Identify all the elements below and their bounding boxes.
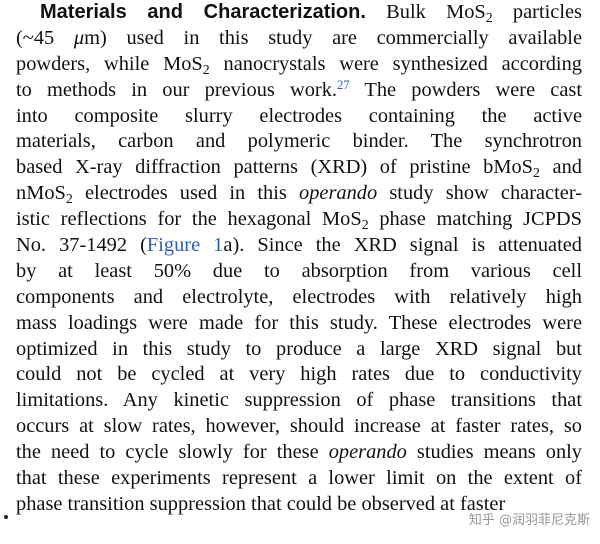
text-line: nMoS2 electrodes used in this operando s… bbox=[16, 182, 582, 208]
text-line: by at least 50% due to absorption from v… bbox=[16, 259, 582, 282]
figure-link[interactable]: Figure 1 bbox=[146, 234, 224, 257]
text-line: powders, while MoS2 nanocrystals were sy… bbox=[16, 52, 582, 78]
text-line: based X-ray diffraction patterns (XRD) o… bbox=[16, 156, 582, 182]
text-line: optimized in this study to produce a lar… bbox=[16, 337, 582, 360]
section-heading: Materials and Characterization. bbox=[40, 1, 366, 23]
text-line: to methods in our previous work.27 The p… bbox=[16, 77, 582, 101]
text-line: phase transition suppression that could … bbox=[16, 492, 506, 515]
body-paragraph: Materials and Characterization. Bulk MoS… bbox=[16, 0, 582, 518]
watermark: 知乎 @润羽菲尼克斯 bbox=[468, 513, 590, 528]
text-line: materials, carbon and polymeric binder. … bbox=[16, 130, 582, 153]
text-line: occurs at slow rates, however, should in… bbox=[16, 415, 582, 438]
citation-link[interactable]: 27 bbox=[337, 77, 350, 92]
text-line: mass loadings were made for this study. … bbox=[16, 311, 582, 334]
text-line: Materials and Characterization. Bulk MoS… bbox=[40, 1, 582, 26]
text-line: components and electrolyte, electrodes w… bbox=[16, 285, 582, 308]
text-line: the need to cycle slowly for these opera… bbox=[16, 441, 582, 464]
text-line: could not be cycled at very high rates d… bbox=[16, 363, 582, 386]
text-line: (~45 μm) used in this study are commerci… bbox=[16, 26, 582, 49]
bullet-dot bbox=[4, 515, 8, 519]
page-cutoff-mask bbox=[0, 526, 600, 544]
text-line: into composite slurry electrodes contain… bbox=[16, 104, 582, 127]
text-line: that these experiments represent a lower… bbox=[16, 467, 582, 490]
text-line: limitations. Any kinetic suppression of … bbox=[16, 389, 582, 412]
text-line: istic reflections for the hexagonal MoS2… bbox=[16, 208, 582, 233]
text-line: No. 37-1492 (Figure 1a). Since the XRD s… bbox=[16, 234, 583, 257]
